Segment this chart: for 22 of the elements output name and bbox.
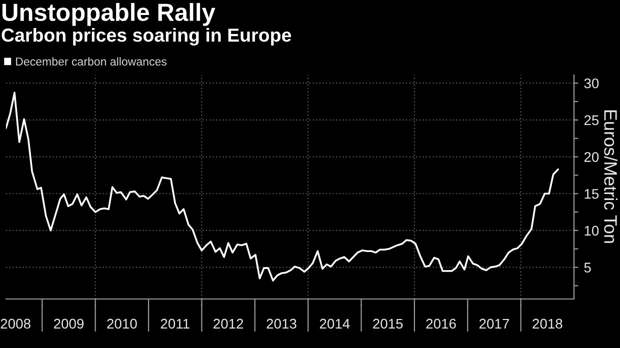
y-axis-title: Euros/Metric Ton: [604, 110, 618, 243]
x-tick-label: 2009: [54, 318, 84, 329]
x-tick-label: 2010: [107, 318, 137, 329]
y-tick-label: 30: [584, 78, 599, 88]
line-series: [6, 92, 559, 282]
x-tick-label: 2008: [0, 318, 30, 329]
x-tick-label: 2011: [160, 318, 190, 329]
x-tick-label: 2017: [479, 318, 509, 329]
y-tick-label: 15: [584, 189, 599, 199]
chart-title: Unstoppable Rally: [2, 3, 216, 26]
x-tick-label: 2016: [426, 318, 456, 329]
legend-label: December carbon allowances: [16, 57, 167, 66]
y-tick-label: 20: [584, 152, 599, 162]
y-tick-label: 10: [584, 226, 599, 236]
y-tick-label: 25: [584, 115, 599, 126]
y-tick-label: 5: [584, 262, 591, 272]
x-tick-label: 2012: [214, 318, 244, 329]
x-tick-label: 2018: [532, 318, 562, 329]
x-tick-label: 2014: [320, 318, 350, 329]
x-tick-label: 2013: [266, 318, 296, 329]
x-tick-label: 2015: [373, 318, 403, 329]
chart-subtitle: Carbon prices soaring in Europe: [2, 28, 292, 46]
